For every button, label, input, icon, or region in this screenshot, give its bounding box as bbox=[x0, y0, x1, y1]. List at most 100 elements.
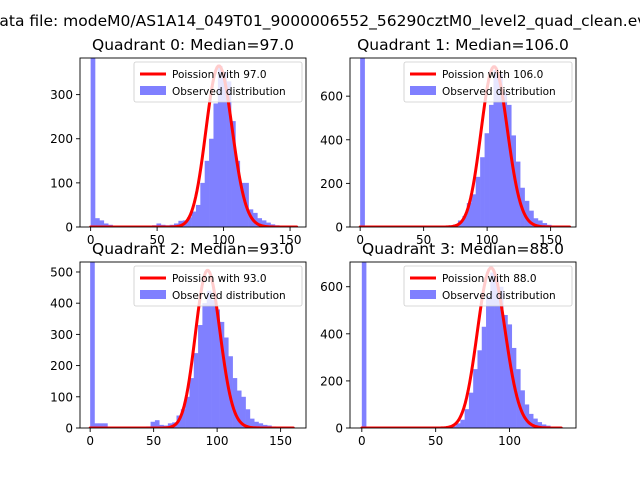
legend-fit-label: Poission with 93.0 bbox=[172, 273, 267, 285]
histogram-bar bbox=[195, 204, 201, 227]
x-tick-label: 100 bbox=[212, 233, 235, 247]
x-tick-label: 150 bbox=[269, 434, 292, 448]
histogram-bar bbox=[226, 81, 232, 227]
legend-box bbox=[133, 265, 303, 307]
histogram-bar bbox=[502, 91, 508, 227]
histogram-bar bbox=[217, 65, 223, 227]
histogram-bar bbox=[154, 420, 160, 428]
y-tick-label: 400 bbox=[320, 133, 343, 147]
histogram-bar bbox=[261, 220, 267, 227]
legend-hist-label: Observed distribution bbox=[172, 86, 286, 98]
histogram-bar bbox=[219, 321, 225, 428]
histogram-bar bbox=[213, 103, 219, 227]
histogram-bar bbox=[537, 422, 543, 428]
histogram-bar bbox=[211, 300, 216, 428]
histogram-bar bbox=[150, 421, 156, 428]
y-tick-label: 100 bbox=[50, 390, 73, 404]
histogram-bar bbox=[209, 138, 214, 227]
histogram-bar bbox=[529, 210, 534, 227]
histogram-bar bbox=[464, 409, 470, 428]
x-tick-label: 50 bbox=[149, 233, 164, 247]
y-tick-label: 500 bbox=[50, 265, 73, 279]
legend-box bbox=[403, 265, 573, 307]
histogram-bar bbox=[473, 369, 478, 428]
histogram-bar bbox=[262, 424, 268, 428]
subplot-title: Quadrant 1: Median=106.0 bbox=[357, 36, 569, 54]
histogram-bar bbox=[206, 290, 212, 428]
y-tick-label: 200 bbox=[50, 132, 73, 146]
y-tick-label: 100 bbox=[50, 176, 73, 190]
x-tick-label: 150 bbox=[539, 233, 562, 247]
x-tick-label: 100 bbox=[498, 434, 521, 448]
figure-suptitle: Data file: modeM0/AS1A14_049T01_90000065… bbox=[0, 12, 640, 31]
histogram-bar bbox=[497, 74, 503, 227]
histogram-bar bbox=[533, 218, 539, 227]
subplot-quadrant-0: Quadrant 0: Median=97.0 0 50 100 150 0 100 200 3… bbox=[50, 36, 307, 247]
histogram-bar bbox=[103, 223, 109, 227]
histogram-bar bbox=[542, 223, 548, 227]
histogram-bar bbox=[90, 262, 95, 428]
histogram-bar bbox=[494, 279, 500, 428]
histogram-bar bbox=[541, 424, 547, 428]
legend-hist-label: Observed distribution bbox=[442, 86, 556, 98]
x-tick-label: 50 bbox=[428, 434, 443, 448]
subplot-title: Quadrant 3: Median=88.0 bbox=[362, 240, 564, 258]
legend-fit-label: Poission with 97.0 bbox=[172, 69, 267, 81]
histogram-bar bbox=[200, 182, 205, 227]
subplot-title: Quadrant 2: Median=93.0 bbox=[92, 240, 294, 258]
histogram-bar bbox=[507, 324, 513, 428]
legend-fit-label: Poission with 88.0 bbox=[442, 273, 537, 285]
histogram-bar bbox=[185, 396, 190, 428]
histogram-bar bbox=[198, 325, 203, 428]
y-tick-label: 600 bbox=[320, 90, 343, 104]
histogram-bar bbox=[245, 409, 251, 428]
histogram-bar bbox=[103, 423, 108, 428]
histogram-bar bbox=[222, 71, 227, 227]
histogram-bar bbox=[215, 309, 220, 428]
histogram-bar bbox=[266, 222, 271, 227]
histogram-bar bbox=[241, 396, 246, 428]
legend-hist-swatch bbox=[410, 86, 436, 95]
histogram-bar bbox=[360, 58, 365, 227]
histogram-bar bbox=[95, 218, 100, 227]
histogram-bar bbox=[533, 418, 538, 428]
legend-hist-swatch bbox=[140, 290, 166, 299]
histogram-bar bbox=[361, 262, 367, 428]
legend: Poission with 88.0 Observed distribution bbox=[403, 265, 573, 307]
histogram-bar bbox=[486, 296, 491, 428]
y-tick-label: 0 bbox=[335, 221, 343, 235]
histogram-bar bbox=[460, 419, 465, 428]
histogram-bar bbox=[236, 390, 242, 428]
histogram-bar bbox=[498, 286, 504, 428]
histogram-bar bbox=[471, 194, 476, 227]
y-tick-label: 400 bbox=[320, 327, 343, 341]
histogram-bar bbox=[191, 211, 197, 227]
y-tick-label: 600 bbox=[320, 280, 343, 294]
histogram-bar bbox=[506, 104, 512, 227]
histogram-bar bbox=[493, 69, 499, 227]
legend-box bbox=[403, 61, 573, 103]
histogram-bar bbox=[159, 424, 164, 428]
legend-hist-swatch bbox=[140, 86, 166, 95]
plot-area bbox=[358, 58, 572, 227]
plot-area bbox=[89, 58, 299, 227]
histogram-bar bbox=[180, 409, 186, 428]
histogram-bar bbox=[489, 104, 494, 227]
histogram-bar bbox=[528, 413, 534, 428]
histogram-bar bbox=[480, 157, 485, 227]
axes-frame bbox=[79, 261, 307, 429]
histogram-bar bbox=[239, 182, 245, 227]
legend: Poission with 93.0 Observed distribution bbox=[133, 265, 303, 307]
histogram-bar bbox=[490, 272, 495, 428]
legend-hist-label: Observed distribution bbox=[172, 290, 286, 302]
histogram-bar bbox=[98, 423, 104, 428]
legend: Poission with 97.0 Observed distribution bbox=[133, 61, 303, 103]
subplot-grid: Quadrant 0: Median=97.0 0 50 100 150 0 100 200 3… bbox=[50, 36, 577, 448]
histogram-bar bbox=[249, 418, 255, 428]
y-tick-label: 0 bbox=[65, 221, 73, 235]
histogram-bar bbox=[462, 216, 468, 227]
axes-frame bbox=[349, 261, 577, 429]
y-tick-label: 200 bbox=[320, 374, 343, 388]
histogram-bar bbox=[193, 353, 199, 428]
